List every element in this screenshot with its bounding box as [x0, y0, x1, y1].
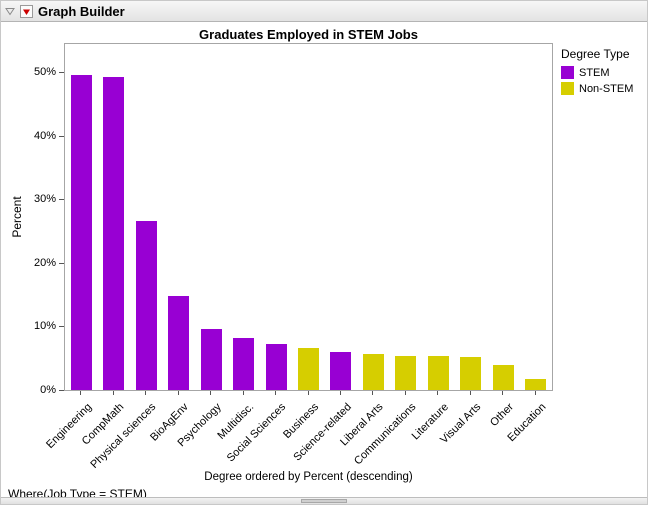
x-tick-mark — [437, 391, 439, 395]
x-tick-mark — [275, 391, 277, 395]
legend-entry-non-stem[interactable]: Non-STEM — [561, 82, 646, 95]
x-tick-mark — [112, 391, 114, 395]
x-tick-mark — [534, 391, 536, 395]
bar-bioagenv[interactable] — [168, 295, 190, 390]
chart-title: Graduates Employed in STEM Jobs — [199, 27, 418, 42]
x-category-label[interactable]: Other — [487, 401, 516, 429]
y-tick-label[interactable]: 40% — [33, 129, 56, 142]
bar-science-related[interactable] — [330, 351, 352, 390]
y-tick-mark — [59, 199, 64, 201]
x-tick-mark — [372, 391, 374, 395]
bar-psychology[interactable] — [200, 328, 222, 390]
legend-entry-stem[interactable]: STEM — [561, 66, 646, 79]
bar-compmath[interactable] — [103, 77, 125, 390]
legend-label: STEM — [579, 66, 610, 79]
x-tick-mark — [80, 391, 82, 395]
red-triangle-menu-icon[interactable] — [20, 4, 33, 18]
y-tick-label[interactable]: 20% — [33, 256, 56, 269]
bar-communications[interactable] — [395, 355, 417, 390]
x-tick-mark — [145, 391, 147, 395]
y-tick-label[interactable]: 30% — [33, 193, 56, 206]
bar-literature[interactable] — [427, 355, 449, 390]
bar-liberal-arts[interactable] — [362, 354, 384, 390]
titlebar: Graph Builder — [1, 1, 647, 22]
legend-swatch-icon — [561, 82, 574, 95]
legend: Degree Type STEM Non-STEM — [561, 47, 646, 95]
x-tick-mark — [210, 391, 212, 395]
y-tick-mark — [59, 262, 64, 264]
y-tick-mark — [59, 390, 64, 391]
x-axis-category-labels: Engineering CompMath Physical sciences BioA… — [44, 394, 553, 471]
x-category-label[interactable]: Communications — [351, 401, 419, 468]
bottom-splitter[interactable] — [1, 497, 647, 504]
x-category-label[interactable]: Social Sciences — [225, 401, 289, 465]
legend-swatch-icon — [561, 66, 574, 79]
y-tick-mark — [59, 72, 64, 73]
legend-entries: STEM Non-STEM — [561, 66, 646, 95]
x-tick-mark — [404, 391, 406, 395]
disclosure-triangle-icon[interactable] — [5, 6, 15, 16]
bar-engineering[interactable] — [70, 74, 92, 390]
plot-area[interactable] — [64, 43, 553, 391]
y-axis-tick-labels: 0% 10% 20% 30% 40% 50% — [1, 43, 56, 396]
window-title: Graph Builder — [38, 3, 125, 19]
legend-title: Degree Type — [561, 47, 630, 61]
y-tick-label[interactable]: 10% — [33, 320, 56, 333]
bar-multidisc-[interactable] — [233, 337, 255, 390]
y-tick-mark — [59, 135, 64, 137]
y-tick-label[interactable]: 0% — [40, 384, 56, 396]
legend-label: Non-STEM — [579, 82, 634, 95]
y-tick-mark — [59, 326, 64, 328]
bar-business[interactable] — [298, 348, 319, 390]
bar-education[interactable] — [525, 378, 547, 390]
x-tick-mark — [307, 391, 309, 395]
bar-visual-arts[interactable] — [460, 356, 482, 390]
x-tick-mark — [469, 391, 471, 395]
bar-physical-sciences[interactable] — [135, 221, 157, 390]
bar-other[interactable] — [492, 365, 514, 390]
splitter-handle-icon[interactable] — [301, 499, 347, 503]
x-tick-mark — [502, 391, 504, 395]
x-tick-mark — [177, 391, 179, 395]
x-tick-mark — [339, 391, 341, 395]
bar-social-sciences[interactable] — [265, 344, 287, 390]
x-axis-title: Degree ordered by Percent (descending) — [204, 471, 413, 483]
x-tick-mark — [242, 391, 244, 395]
y-tick-label[interactable]: 50% — [33, 66, 56, 78]
